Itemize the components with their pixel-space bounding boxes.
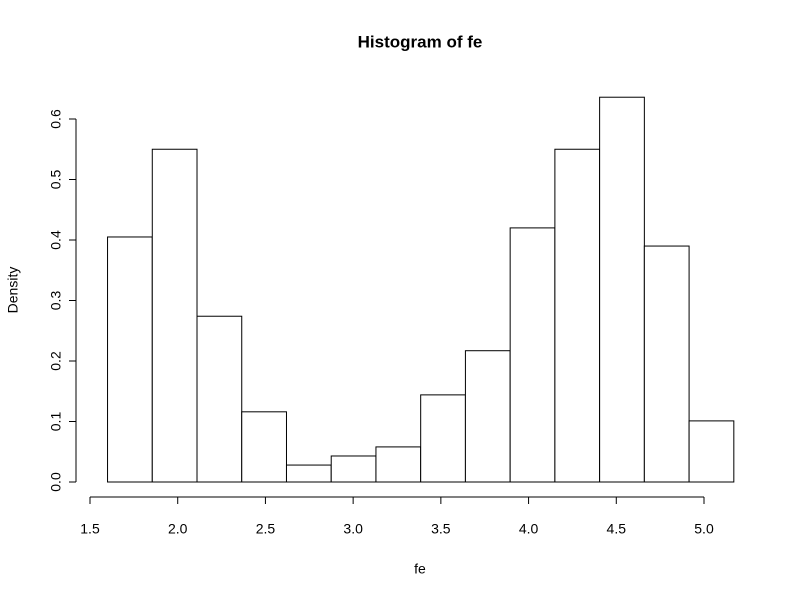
y-tick-label: 0.4 (48, 230, 64, 250)
chart-title: Histogram of fe (358, 32, 483, 51)
bar (464, 350, 511, 483)
x-axis-label: fe (414, 561, 426, 577)
bar (330, 455, 377, 483)
bar (196, 315, 243, 483)
y-tick-label: 0.2 (48, 351, 64, 371)
bar (285, 464, 332, 483)
bar (688, 420, 735, 483)
x-tick-label: 5.0 (694, 521, 714, 537)
x-tick-label: 4.5 (607, 521, 627, 537)
x-tick-label: 4.0 (519, 521, 539, 537)
x-tick-label: 1.5 (80, 521, 100, 537)
y-axis-label: Density (5, 267, 21, 314)
x-tick-label: 2.0 (168, 521, 188, 537)
x-tick-label: 2.5 (256, 521, 276, 537)
y-tick-label: 0.3 (48, 291, 64, 311)
bar (375, 446, 422, 483)
y-tick-label: 0.6 (48, 109, 64, 129)
x-tick-label: 3.0 (343, 521, 363, 537)
bar (599, 96, 645, 483)
bar (509, 227, 556, 483)
bar (420, 394, 466, 483)
y-tick-label: 0.1 (48, 412, 64, 432)
bar (151, 148, 198, 483)
bar (241, 411, 287, 483)
bar (643, 245, 690, 483)
y-tick-label: 0.5 (48, 170, 64, 190)
bar (554, 148, 601, 483)
bar (107, 236, 153, 483)
y-tick-label: 0.0 (48, 472, 64, 492)
x-tick-label: 3.5 (431, 521, 451, 537)
